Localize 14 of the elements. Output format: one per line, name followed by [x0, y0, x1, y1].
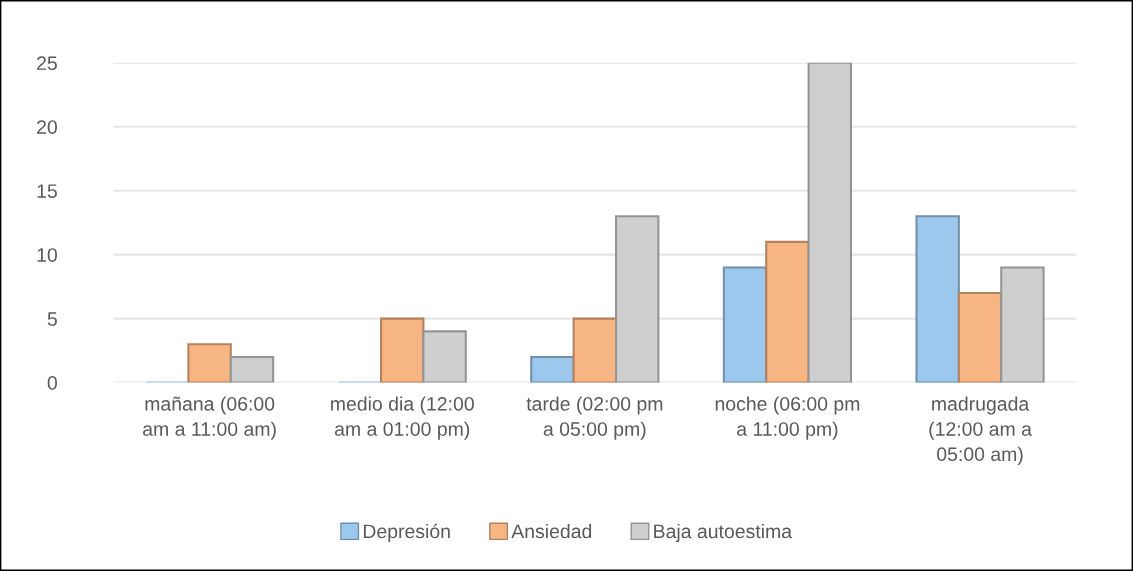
x-tick-label: mañana (06:00 am a 11:00 am)	[143, 396, 276, 440]
x-tick-label: noche (06:00 pm a 11:00 pm)	[715, 396, 860, 440]
x-tick-label: medio dia (12:00 am a 01:00 pm)	[331, 396, 474, 440]
y-tick-label: 15	[37, 184, 57, 198]
legend-label: Depresión	[363, 523, 450, 543]
x-tick-label: tarde (02:00 pm a 05:00 pm)	[526, 396, 663, 440]
legend-label: Baja autoestima	[654, 523, 793, 543]
y-tick-label: 10	[37, 248, 57, 262]
y-tick-label: 25	[37, 56, 57, 71]
y-tick-label: 0	[47, 376, 57, 390]
x-tick-label: madrugada (12:00 am a 05:00 am)	[929, 396, 1032, 465]
y-tick-label: 20	[37, 120, 57, 134]
y-tick-label: 5	[47, 312, 57, 326]
legend-label: Ansiedad	[511, 523, 592, 539]
